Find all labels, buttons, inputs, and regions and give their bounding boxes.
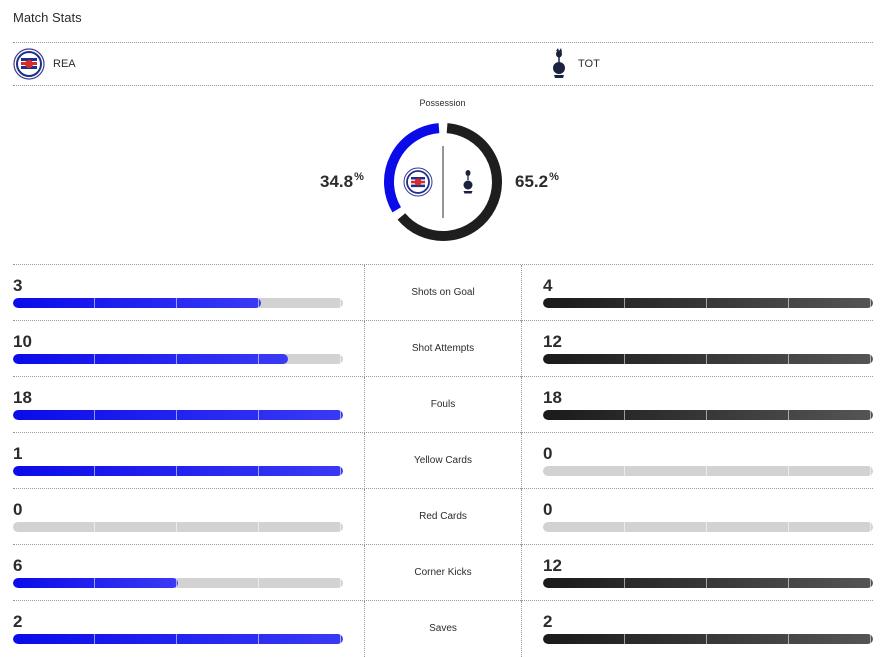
stat-bar-segments	[13, 634, 343, 644]
stat-home-value: 1	[13, 444, 23, 463]
tottenham-cockerel-icon	[463, 170, 473, 194]
possession-label: Possession	[419, 98, 466, 108]
stat-home-bar	[13, 354, 343, 364]
possession-home-value: 34.8%	[320, 171, 364, 191]
tottenham-cockerel-icon	[553, 48, 565, 78]
stat-home-bar	[13, 522, 343, 532]
stat-home-bar	[13, 410, 343, 420]
page-title: Match Stats	[13, 10, 82, 25]
stat-bar-segments	[13, 298, 343, 308]
stat-bar-segments	[13, 522, 343, 532]
team-away-abbr: TOT	[578, 58, 600, 70]
stat-home-value: 18	[13, 388, 32, 407]
stat-bar-segments	[543, 354, 873, 364]
stat-label: Yellow Cards	[364, 433, 522, 489]
stat-away-bar	[543, 298, 873, 308]
stat-home-value: 0	[13, 500, 23, 519]
divider	[13, 85, 873, 86]
stat-home-bar	[13, 634, 343, 644]
stat-row: 18 Fouls 18	[13, 376, 873, 433]
stat-row: 2 Saves 2	[13, 600, 873, 657]
divider	[13, 42, 873, 43]
stat-label: Red Cards	[364, 489, 522, 545]
stat-away-bar	[543, 410, 873, 420]
stat-home-bar	[13, 298, 343, 308]
stat-label: Shot Attempts	[364, 321, 522, 377]
stat-away-bar	[543, 466, 873, 476]
stat-bar-segments	[543, 578, 873, 588]
possession-arc-away	[397, 123, 502, 241]
stat-away-bar	[543, 578, 873, 588]
stat-home-value: 10	[13, 332, 32, 351]
stat-home-bar	[13, 578, 343, 588]
stat-home-bar	[13, 466, 343, 476]
possession-donut-chart	[384, 123, 502, 241]
stat-label: Saves	[364, 601, 522, 657]
stat-label: Shots on Goal	[364, 265, 522, 321]
stat-away-value: 12	[543, 556, 562, 575]
stat-bar-segments	[543, 522, 873, 532]
stat-label: Fouls	[364, 377, 522, 433]
team-away: TOT	[548, 48, 600, 80]
stat-away-bar	[543, 522, 873, 532]
stat-row: 1 Yellow Cards 0	[13, 432, 873, 489]
stat-home-value: 6	[13, 556, 23, 575]
stat-bar-segments	[13, 578, 343, 588]
team-home-abbr: REA	[53, 58, 76, 70]
stat-away-value: 12	[543, 332, 562, 351]
stat-away-value: 18	[543, 388, 562, 407]
stat-row: 6 Corner Kicks 12	[13, 544, 873, 601]
stat-away-bar	[543, 634, 873, 644]
stat-bar-segments	[543, 410, 873, 420]
stat-row: 3 Shots on Goal 4	[13, 264, 873, 321]
reading-fc-crest-icon	[403, 167, 433, 197]
stat-bar-segments	[13, 354, 343, 364]
possession-away-value: 65.2%	[515, 171, 559, 191]
stat-row: 0 Red Cards 0	[13, 488, 873, 545]
stat-home-value: 3	[13, 276, 23, 295]
stat-bar-segments	[543, 466, 873, 476]
stat-away-value: 2	[543, 612, 553, 631]
stat-bar-segments	[13, 410, 343, 420]
stat-away-value: 0	[543, 444, 553, 463]
stat-away-bar	[543, 354, 873, 364]
stat-bar-segments	[543, 298, 873, 308]
team-home: REA	[13, 48, 76, 80]
stat-away-value: 4	[543, 276, 553, 295]
stat-away-value: 0	[543, 500, 553, 519]
stat-label: Corner Kicks	[364, 545, 522, 601]
possession-arc-home	[384, 123, 440, 213]
stat-bar-segments	[13, 466, 343, 476]
stat-row: 10 Shot Attempts 12	[13, 320, 873, 377]
reading-fc-crest-icon	[13, 48, 45, 80]
stats-table: 3 Shots on Goal 4 10 Shot Attempts 12 18 Fouls 1…	[13, 264, 873, 657]
stat-bar-segments	[543, 634, 873, 644]
stat-home-value: 2	[13, 612, 23, 631]
